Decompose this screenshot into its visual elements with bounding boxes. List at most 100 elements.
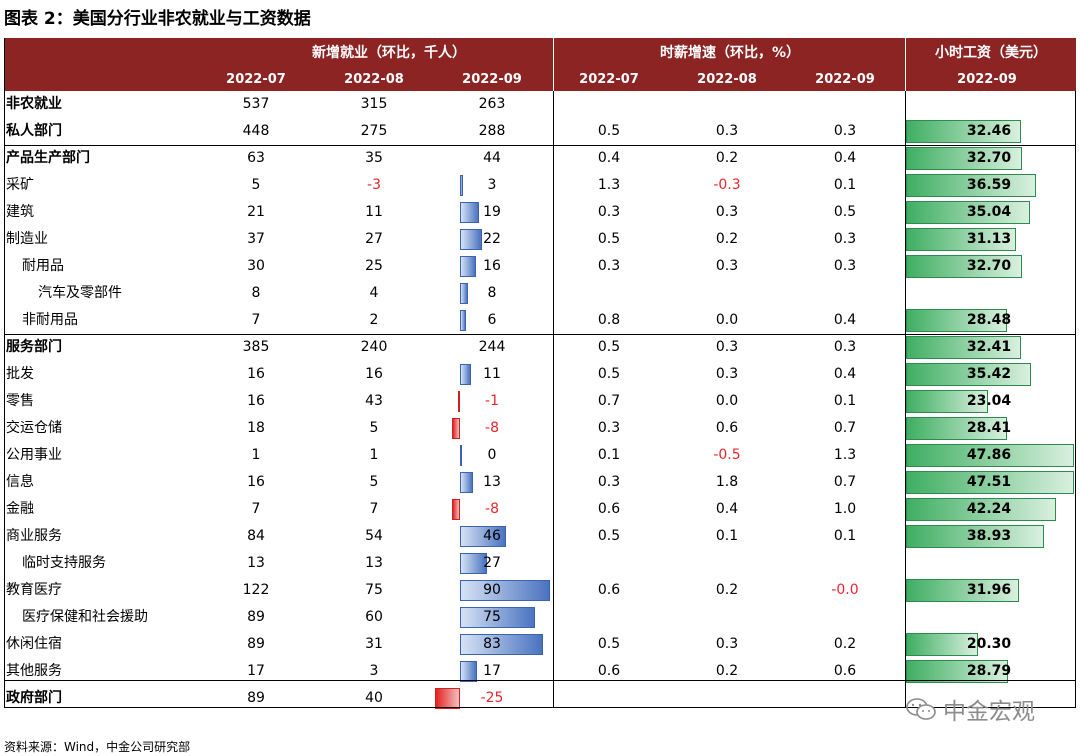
table-border-left xyxy=(4,38,5,708)
jobs-cell: 3 xyxy=(487,177,497,193)
header-divider xyxy=(905,38,906,91)
jobs-cell: 11 xyxy=(365,204,383,220)
wage-growth-cell: 0.7 xyxy=(597,393,621,409)
hourly-wage-cell: 32.46 xyxy=(966,123,1012,139)
wage-growth-cell: 0.3 xyxy=(715,339,739,355)
row-label: 公用事业 xyxy=(6,447,62,463)
wage-bar xyxy=(906,336,1021,359)
row-label: 金融 xyxy=(6,501,34,517)
wage-bar xyxy=(906,525,1044,548)
jobs-bar xyxy=(435,688,460,709)
jobs-cell: 16 xyxy=(247,366,265,382)
wage-bar xyxy=(906,471,1074,494)
hourly-wage-cell: 32.70 xyxy=(966,150,1012,166)
wage-growth-cell: 0.4 xyxy=(597,150,621,166)
header-row-months: 2022-07 2022-08 2022-09 2022-07 2022-08 … xyxy=(4,68,1076,91)
row-label: 零售 xyxy=(6,393,34,409)
hourly-wage-cell: 36.59 xyxy=(966,177,1012,193)
jobs-cell: 16 xyxy=(365,366,383,382)
section-divider xyxy=(4,680,1076,681)
wage-growth-cell: 0.0 xyxy=(715,393,739,409)
wage-bar xyxy=(906,309,1007,332)
jobs-bar xyxy=(460,661,477,682)
jobs-cell: 11 xyxy=(483,366,501,382)
jobs-cell: -8 xyxy=(485,501,499,517)
table-row: 非耐用品 7 2 6 0.8 0.0 0.4 28.48 xyxy=(4,307,1076,334)
jobs-bar xyxy=(460,607,535,628)
jobs-cell: 1 xyxy=(251,447,261,463)
jobs-cell: 75 xyxy=(483,609,501,625)
hourly-wage-cell: 28.48 xyxy=(966,312,1012,328)
jobs-cell: 5 xyxy=(251,177,261,193)
row-label: 建筑 xyxy=(6,204,34,220)
wage-growth-cell: 0.4 xyxy=(833,366,857,382)
jobs-bar xyxy=(460,472,473,493)
wage-growth-cell: 0.5 xyxy=(597,366,621,382)
jobs-cell: 89 xyxy=(247,690,265,706)
jobs-bar xyxy=(460,229,482,250)
watermark-text: 中金宏观 xyxy=(943,699,1035,725)
jobs-cell: 240 xyxy=(360,339,388,355)
jobs-cell: 0 xyxy=(487,447,497,463)
jobs-cell: 18 xyxy=(247,420,265,436)
jobs-bar xyxy=(460,553,487,574)
table-row: 金融 7 7 -8 0.6 0.4 1.0 42.24 xyxy=(4,496,1076,523)
wage-growth-cell: 0.7 xyxy=(833,420,857,436)
wage-growth-cell: 1.3 xyxy=(597,177,621,193)
hourly-wage-cell: 31.96 xyxy=(966,582,1012,598)
jobs-cell: 54 xyxy=(365,528,383,544)
hourly-wage-cell: 32.70 xyxy=(966,258,1012,274)
table-row: 汽车及零部件 8 4 8 xyxy=(4,280,1076,307)
jobs-cell: -8 xyxy=(485,420,499,436)
wage-growth-cell: 0.3 xyxy=(715,258,739,274)
row-label: 批发 xyxy=(6,366,34,382)
jobs-cell: 75 xyxy=(365,582,383,598)
wage-growth-cell: 0.3 xyxy=(597,258,621,274)
row-label: 耐用品 xyxy=(22,258,64,274)
jobs-cell: 22 xyxy=(483,231,501,247)
wage-growth-cell: 0.6 xyxy=(833,663,857,679)
wage-growth-cell: 0.3 xyxy=(833,231,857,247)
hourly-wage-cell: 28.79 xyxy=(966,663,1012,679)
wage-growth-cell: 0.5 xyxy=(597,636,621,652)
wage-growth-cell: 0.3 xyxy=(597,204,621,220)
table-row: 教育医疗 122 75 90 0.6 0.2 -0.0 31.96 xyxy=(4,577,1076,604)
row-label: 临时支持服务 xyxy=(22,555,106,571)
table-row: 服务部门 385 240 244 0.5 0.3 0.3 32.41 xyxy=(4,334,1076,361)
wage-growth-cell: 0.2 xyxy=(715,582,739,598)
table-row: 私人部门 448 275 288 0.5 0.3 0.3 32.46 xyxy=(4,118,1076,145)
hourly-wage-cell: 47.86 xyxy=(966,447,1012,463)
wage-growth-cell: 0.8 xyxy=(597,312,621,328)
row-label: 政府部门 xyxy=(6,690,62,706)
row-label: 休闲住宿 xyxy=(6,636,62,652)
jobs-cell: 40 xyxy=(365,690,383,706)
wage-growth-cell: 1.8 xyxy=(715,474,739,490)
wage-bar xyxy=(906,147,1022,170)
jobs-bar xyxy=(460,256,476,277)
jobs-bar xyxy=(460,202,479,223)
jobs-bar xyxy=(458,391,460,412)
wage-bar xyxy=(906,228,1017,251)
wage-growth-cell: 0.3 xyxy=(715,636,739,652)
hourly-wage-cell: 42.24 xyxy=(966,501,1012,517)
wage-bar xyxy=(906,417,1007,440)
hourly-wage-cell: 38.93 xyxy=(966,528,1012,544)
table-row: 公用事业 1 1 0 0.1 -0.5 1.3 47.86 xyxy=(4,442,1076,469)
jobs-cell: 37 xyxy=(247,231,265,247)
row-label: 信息 xyxy=(6,474,34,490)
wage-growth-cell: 0.6 xyxy=(715,420,739,436)
wage-bar xyxy=(906,363,1032,386)
table-border-right xyxy=(1075,91,1076,708)
jobs-cell: 275 xyxy=(360,123,388,139)
jobs-cell: 63 xyxy=(247,150,265,166)
jobs-cell: 16 xyxy=(483,258,501,274)
wage-growth-cell: 0.3 xyxy=(833,339,857,355)
wage-bar xyxy=(906,444,1074,467)
table-row: 临时支持服务 13 13 27 xyxy=(4,550,1076,577)
wage-growth-cell: 0.4 xyxy=(833,150,857,166)
wage-bar xyxy=(906,174,1036,197)
header-month: 2022-07 xyxy=(579,72,639,87)
wage-growth-cell: 0.5 xyxy=(597,123,621,139)
table-row: 商业服务 84 54 46 0.5 0.1 0.1 38.93 xyxy=(4,523,1076,550)
column-divider xyxy=(905,91,906,708)
